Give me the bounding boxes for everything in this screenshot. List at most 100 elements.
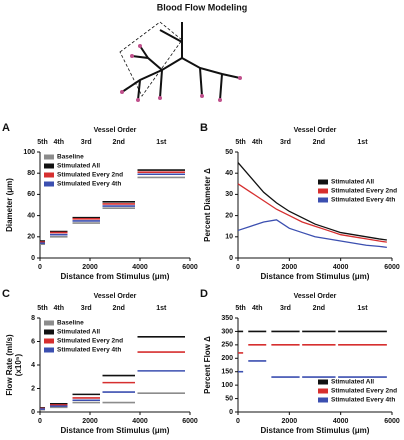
vessel-order-label: 2nd <box>113 305 125 312</box>
y-tick-label: 8 <box>31 315 35 322</box>
x-axis-label: Distance from Stimulus (μm) <box>261 272 370 281</box>
vessel-order-label: 1st <box>156 305 167 312</box>
y-tick-label: 2 <box>31 385 35 392</box>
legend-swatch <box>318 388 328 394</box>
vessel-order-label: 2nd <box>313 139 325 146</box>
x-tick-label: 6000 <box>182 418 198 425</box>
y-tick-label: 150 <box>221 369 233 376</box>
vessel-order-label: 5th <box>235 305 246 312</box>
legend-swatch <box>44 338 54 344</box>
vessel-order-label: 3rd <box>280 139 291 146</box>
series-line <box>237 183 387 243</box>
y-tick-label: 200 <box>221 355 233 362</box>
panel-title: Vessel Order <box>294 293 337 300</box>
x-tick-label: 6000 <box>384 264 400 271</box>
legend-label: Stimulated All <box>57 329 100 336</box>
y-tick-label: 6 <box>31 338 35 345</box>
legend-swatch <box>44 347 54 353</box>
y-tick-label: 40 <box>27 212 35 219</box>
legend-label: Stimulated Every 2nd <box>331 188 397 195</box>
x-tick-label: 2000 <box>282 418 298 425</box>
x-tick-label: 4000 <box>132 418 148 425</box>
x-tick-label: 6000 <box>182 264 198 271</box>
y-axis-label: Percent Diameter Δ <box>203 168 212 242</box>
x-tick-label: 0 <box>236 418 240 425</box>
y-tick-label: 250 <box>221 342 233 349</box>
legend-label: Stimulated Every 2nd <box>57 172 123 179</box>
y-tick-label: 0 <box>31 409 35 416</box>
y-tick-label: 20 <box>225 212 233 219</box>
vessel-order-label: 1st <box>357 305 368 312</box>
panel-letter: B <box>200 122 208 134</box>
vessel-order-label: 2nd <box>113 139 125 146</box>
x-tick-label: 2000 <box>282 264 298 271</box>
y-tick-label: 30 <box>225 191 233 198</box>
legend-label: Stimulated All <box>331 179 374 186</box>
legend-label: Stimulated Every 4th <box>57 181 121 188</box>
y-tick-label: 50 <box>225 395 233 402</box>
y-axis-label: Flow Rate (ml/s) <box>5 334 14 396</box>
legend-label: Stimulated Every 4th <box>331 197 395 204</box>
legend-swatch <box>44 329 54 335</box>
vessel-order-label: 5th <box>37 305 48 312</box>
legend-swatch <box>318 397 328 403</box>
legend-label: Stimulated All <box>57 163 100 170</box>
y-tick-label: 0 <box>229 409 233 416</box>
y-tick-label: 0 <box>31 255 35 262</box>
panel-letter: A <box>2 122 10 134</box>
y-tick-label: 80 <box>27 170 35 177</box>
x-tick-label: 4000 <box>333 264 349 271</box>
x-tick-label: 4000 <box>333 418 349 425</box>
vessel-order-label: 4th <box>54 305 65 312</box>
panel-title: Vessel Order <box>294 127 337 134</box>
panel-title: Vessel Order <box>94 293 137 300</box>
y-tick-label: 10 <box>225 234 233 241</box>
vessel-order-label: 3rd <box>81 139 92 146</box>
y-tick-label: 100 <box>221 382 233 389</box>
y-tick-label: 100 <box>23 149 35 156</box>
vessel-order-label: 4th <box>252 305 263 312</box>
legend-swatch <box>318 197 328 203</box>
y-axis-label: Percent Flow Δ <box>203 336 212 394</box>
x-tick-label: 2000 <box>82 418 98 425</box>
x-tick-label: 0 <box>38 264 42 271</box>
vessel-order-label: 4th <box>252 139 263 146</box>
legend-swatch <box>318 188 328 194</box>
x-tick-label: 6000 <box>384 418 400 425</box>
y-tick-label: 300 <box>221 328 233 335</box>
x-axis-label: Distance from Stimulus (μm) <box>261 426 370 435</box>
y-axis-label: Diameter (μm) <box>5 178 14 232</box>
y-tick-label: 350 <box>221 315 233 322</box>
x-tick-label: 0 <box>236 264 240 271</box>
vessel-tree <box>119 21 242 102</box>
y-tick-label: 60 <box>27 191 35 198</box>
y-tick-label: 4 <box>31 362 35 369</box>
x-tick-label: 4000 <box>132 264 148 271</box>
legend-label: Baseline <box>57 320 84 327</box>
legend-swatch <box>44 172 54 178</box>
vessel-order-label: 1st <box>357 139 368 146</box>
vessel-order-label: 3rd <box>280 305 291 312</box>
x-axis-label: Distance from Stimulus (μm) <box>61 426 170 435</box>
legend-swatch <box>318 379 328 385</box>
vessel-order-label: 2nd <box>313 305 325 312</box>
legend-swatch <box>44 320 54 326</box>
legend-label: Stimulated Every 4th <box>331 397 395 404</box>
series-line <box>237 219 387 249</box>
x-tick-label: 2000 <box>82 264 98 271</box>
x-tick-label: 0 <box>38 418 42 425</box>
vessel-order-label: 4th <box>54 139 65 146</box>
legend-swatch <box>44 163 54 169</box>
y-tick-label: 0 <box>229 255 233 262</box>
y-tick-label: 40 <box>225 170 233 177</box>
y-tick-label: 50 <box>225 149 233 156</box>
series-line <box>237 162 387 241</box>
legend-swatch <box>318 179 328 185</box>
y-axis-label: (x10⁵) <box>14 353 23 376</box>
legend-label: Stimulated All <box>331 379 374 386</box>
legend-swatch <box>44 181 54 187</box>
vessel-order-label: 3rd <box>81 305 92 312</box>
y-tick-label: 20 <box>27 234 35 241</box>
legend-label: Stimulated Every 4th <box>57 347 121 354</box>
